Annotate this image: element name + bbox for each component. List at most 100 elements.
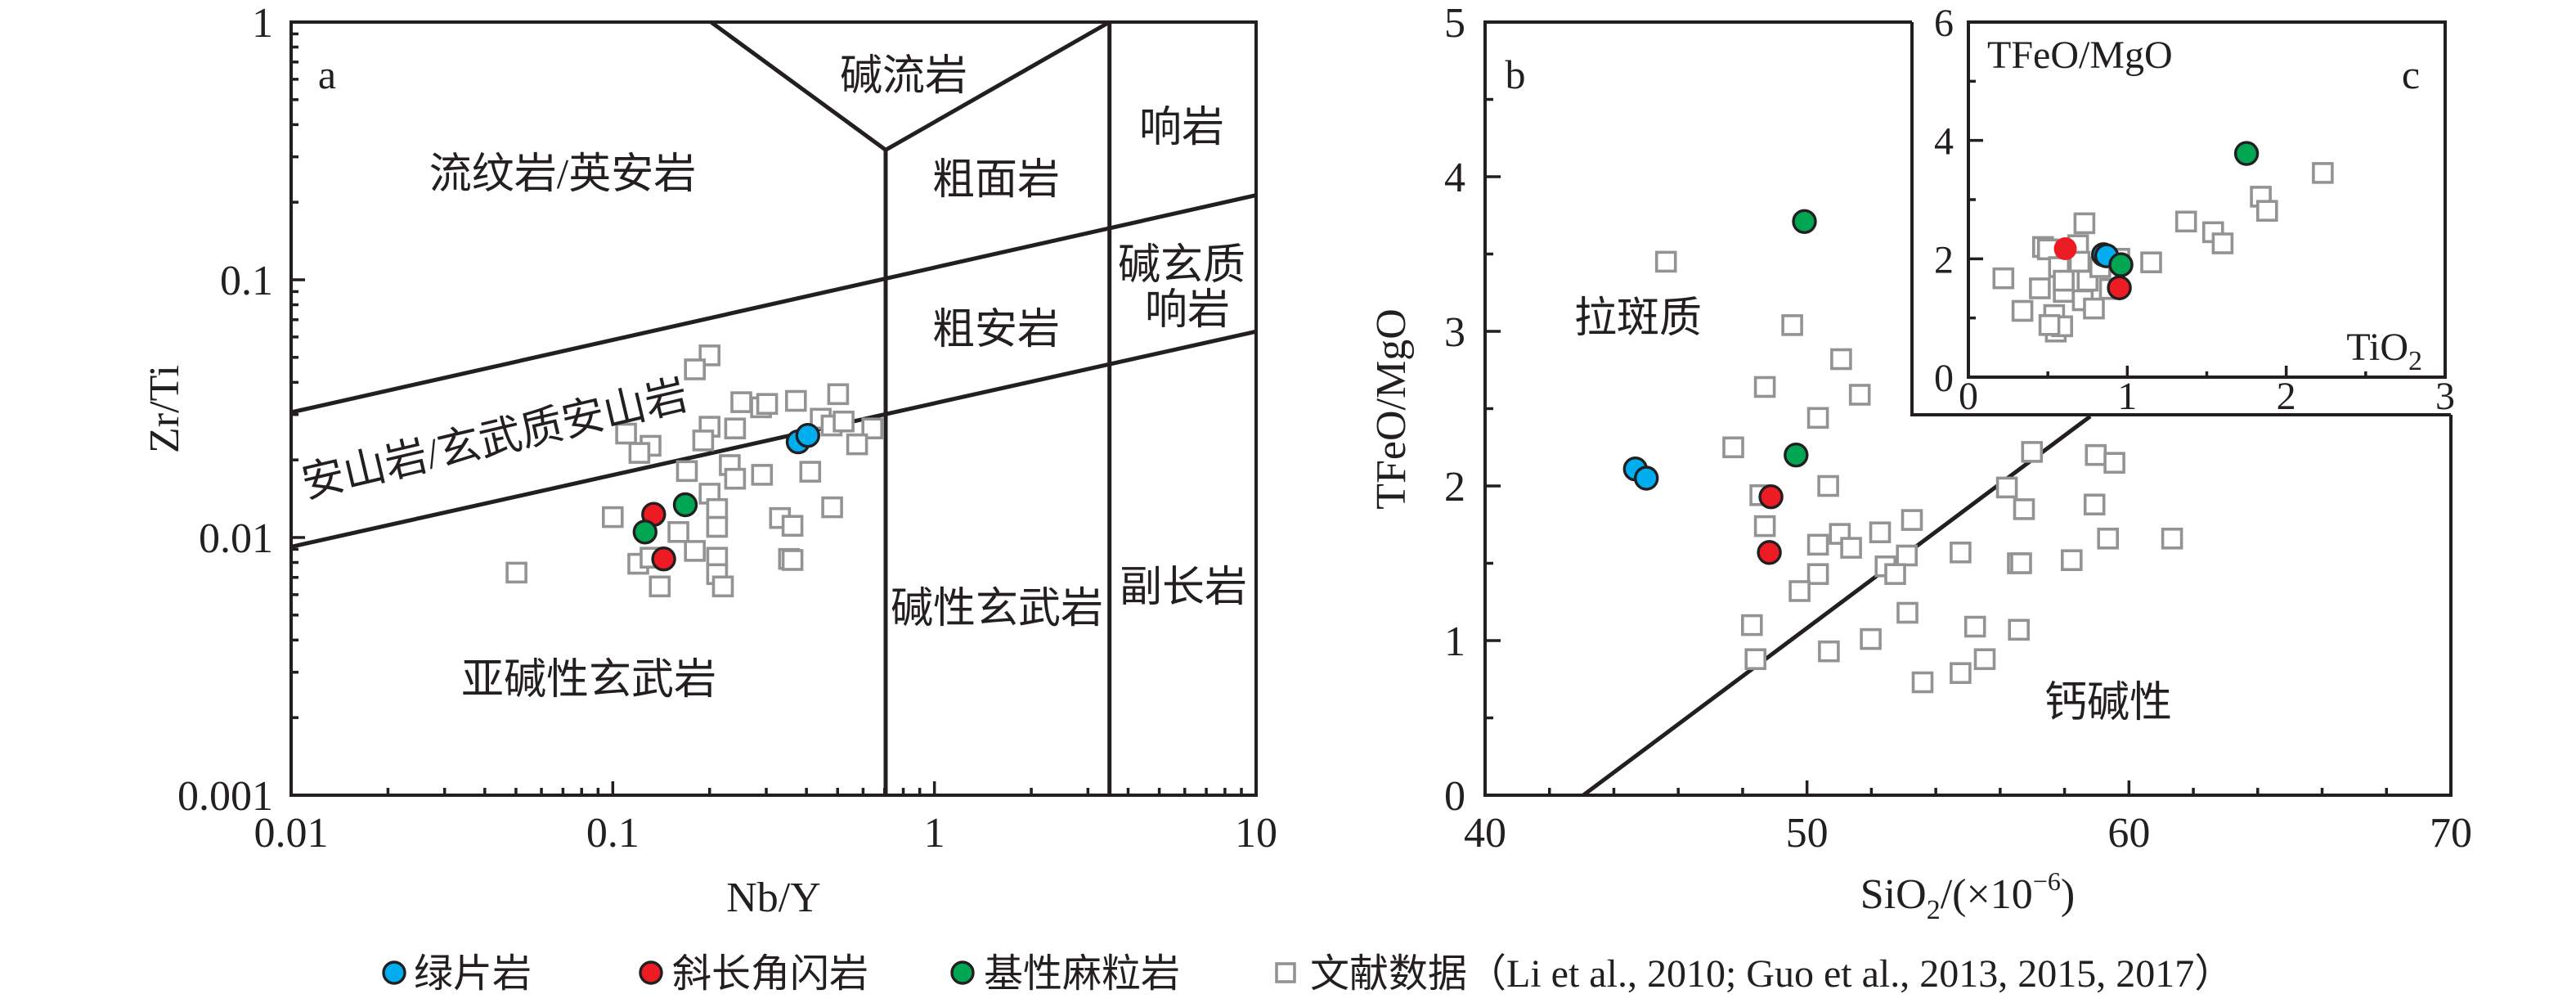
- literature-data-point: [2083, 297, 2105, 320]
- literature-data-point: [846, 433, 868, 456]
- literature-data-point: [2211, 232, 2234, 254]
- literature-data-point: [1896, 601, 1919, 624]
- literature-data-point: [2103, 452, 2125, 475]
- x-tick-label: 60: [2107, 810, 2150, 857]
- amphibolite-data-point: [2107, 275, 2132, 300]
- y-tick-label: 6: [1934, 2, 1954, 45]
- inset-plot-frame: [1967, 20, 2447, 379]
- literature-data-point: [1973, 648, 1996, 671]
- literature-data-point: [1848, 384, 1871, 406]
- y-tick-label: 4: [1934, 120, 1954, 164]
- data-points: [1992, 141, 2334, 343]
- literature-data-point: [1806, 563, 1829, 586]
- data-points: [1622, 209, 2183, 694]
- literature-data-point: [2010, 552, 2032, 574]
- y-tick-label: 0.1: [220, 258, 273, 304]
- granulite-data-point: [1784, 443, 1809, 468]
- literature-data-point: [1995, 476, 2018, 499]
- literature-data-point: [711, 575, 734, 598]
- y-tick-label: 1: [1444, 618, 1465, 665]
- x-tick-label: 0.1: [586, 810, 640, 857]
- y-tick-label: 3: [1444, 309, 1465, 356]
- literature-data-point: [1901, 509, 1923, 531]
- boundary-line-1: [1582, 414, 2092, 798]
- y-tick-label: 0: [1934, 357, 1954, 400]
- literature-data-point: [505, 561, 527, 584]
- literature-data-point: [706, 497, 729, 520]
- literature-data-point: [648, 575, 671, 598]
- literature-data-point: [1744, 648, 1766, 671]
- legend-item-granulite: 基性麻粒岩: [950, 952, 1180, 996]
- legend-gray-square-icon: [1275, 962, 1296, 983]
- legend-red-circle-icon: [639, 960, 663, 985]
- y-tick-label: 0.01: [199, 515, 273, 562]
- x-tick-label: 50: [1786, 810, 1829, 857]
- literature-data-point: [1963, 615, 1986, 638]
- legend-green-circle-icon: [950, 960, 975, 985]
- amphibolite-data-point: [651, 546, 676, 572]
- y-axis-title: TFeO/MgO: [1368, 308, 1415, 510]
- x-tick-label: 1: [924, 810, 945, 857]
- plot-frame: [289, 20, 1258, 797]
- literature-data-point: [692, 430, 715, 452]
- y-tick-label: 1: [252, 0, 273, 47]
- literature-data-point: [799, 461, 822, 483]
- field-label-calc-alkaline: 钙碱性: [2044, 680, 2172, 726]
- literature-data-point: [1722, 436, 1744, 459]
- y-tick-label: 0: [1444, 773, 1465, 820]
- legend-label: 基性麻粒岩: [984, 952, 1180, 996]
- panel-label: b: [1506, 52, 1526, 97]
- x-axis-title: Nb/Y: [726, 875, 821, 921]
- legend-item-greenschist: 绿片岩: [382, 952, 532, 996]
- literature-data-point: [601, 506, 624, 528]
- literature-data-point: [1806, 407, 1829, 430]
- literature-data-point: [1992, 267, 2015, 290]
- literature-data-point: [781, 549, 804, 571]
- x-tick-label: 70: [2430, 810, 2472, 857]
- legend-blue-circle-icon: [382, 960, 406, 985]
- legend: 绿片岩 斜长角闪岩 基性麻粒岩 文献数据（Li et al., 2010; Gu…: [382, 952, 2233, 996]
- literature-data-point: [1753, 515, 1776, 537]
- literature-data-point: [1896, 544, 1918, 567]
- literature-data-point: [2073, 212, 2096, 235]
- literature-data-point: [1860, 627, 1882, 650]
- y-tick-label: 4: [1444, 155, 1465, 201]
- x-axis-title-part: /(×10: [1941, 871, 2033, 918]
- x-axis-title: SiO2/(×10−6): [1860, 866, 2075, 925]
- x-tick-label: 3: [2435, 375, 2455, 418]
- literature-data-point: [2013, 498, 2035, 520]
- literature-data-point: [684, 358, 707, 380]
- x-axis-title-part: SiO: [1860, 871, 1927, 918]
- literature-data-point: [756, 393, 779, 416]
- granulite-data-point: [672, 492, 698, 518]
- literature-data-point: [724, 417, 747, 440]
- literature-data-point: [2161, 527, 2183, 550]
- plot-frame: [1483, 20, 2453, 797]
- x-axis-title-subscript: 2: [1927, 895, 1941, 925]
- literature-data-point: [1741, 614, 1763, 636]
- literature-data-point: [832, 410, 855, 433]
- classification-boundaries: [290, 20, 1257, 795]
- literature-data-point: [615, 422, 637, 445]
- literature-data-point: [2008, 618, 2030, 641]
- literature-data-point: [2174, 210, 2197, 233]
- literature-data-point: [2085, 443, 2107, 466]
- field-label-alkali-basalt: 碱性玄武岩: [891, 586, 1103, 632]
- field-label-trachyandesite: 粗安岩: [932, 307, 1060, 353]
- literature-data-point: [2011, 299, 2034, 322]
- literature-data-point: [675, 460, 698, 483]
- amphibolite-data-point: [1758, 484, 1784, 510]
- literature-data-point: [667, 520, 689, 543]
- panel-label: c: [2402, 52, 2420, 97]
- inset-outer-border: [1910, 22, 2451, 416]
- x-tick-label: 1: [2117, 375, 2137, 418]
- granulite-data-point: [2233, 141, 2260, 166]
- y-tick-label: 2: [1934, 238, 1954, 281]
- literature-data-point: [2021, 441, 2044, 463]
- greenschist-data-point: [795, 423, 820, 448]
- literature-data-point: [827, 383, 850, 406]
- literature-data-point: [1830, 348, 1852, 371]
